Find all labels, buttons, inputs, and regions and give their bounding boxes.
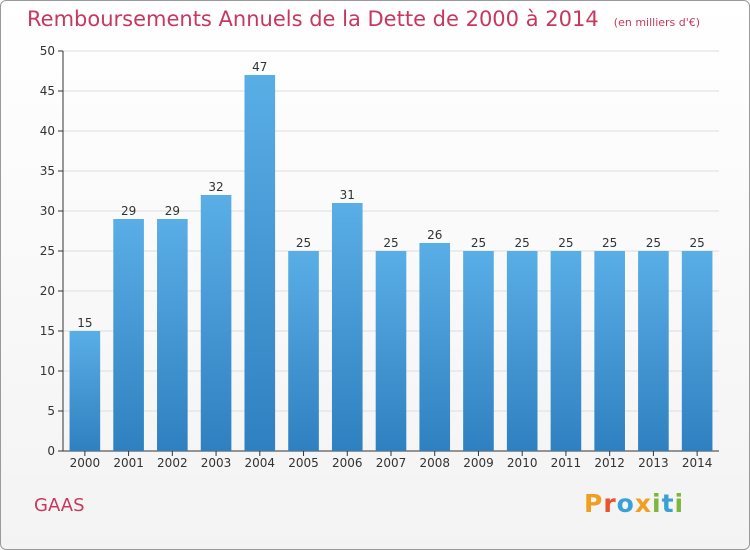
y-tick-label: 25: [40, 244, 55, 258]
logo-letter: t: [661, 489, 675, 518]
y-tick-label: 40: [40, 124, 55, 138]
chart-title: Remboursements Annuels de la Dette de 20…: [27, 7, 599, 31]
x-tick-label: 2002: [157, 456, 188, 470]
data-label: 31: [340, 188, 355, 202]
x-tick-label: 2007: [376, 456, 407, 470]
bar: [506, 251, 538, 451]
x-tick-label: 2006: [332, 456, 363, 470]
x-tick-label: 2008: [419, 456, 450, 470]
bar: [375, 251, 407, 451]
y-tick-label: 30: [40, 204, 55, 218]
x-tick-label: 2010: [507, 456, 538, 470]
data-label: 25: [471, 236, 486, 250]
y-tick-label: 10: [40, 364, 55, 378]
data-label: 32: [208, 180, 223, 194]
commune-name: GAAS: [34, 495, 85, 516]
bar: [638, 251, 669, 451]
x-tick-label: 2009: [463, 456, 494, 470]
data-label: 29: [165, 204, 180, 218]
x-tick-label: 2014: [682, 456, 713, 470]
data-label: 25: [602, 236, 617, 250]
data-label: 29: [121, 204, 136, 218]
y-tick-label: 5: [47, 404, 55, 418]
data-label: 25: [515, 236, 530, 250]
x-tick-label: 2005: [288, 456, 319, 470]
data-label: 15: [77, 316, 92, 330]
bar: [331, 203, 363, 451]
data-label: 25: [558, 236, 573, 250]
x-tick-label: 2013: [638, 456, 669, 470]
y-tick-label: 45: [40, 84, 55, 98]
logo-letter: x: [634, 489, 652, 518]
bar: [244, 75, 276, 451]
title-row: Remboursements Annuels de la Dette de 20…: [27, 7, 700, 31]
data-label: 26: [427, 228, 442, 242]
bar: [463, 251, 494, 451]
bar: [200, 195, 232, 451]
bar: [419, 243, 451, 451]
logo-letter: i: [674, 489, 685, 518]
logo-letter: o: [616, 489, 635, 518]
y-tick-label: 20: [40, 284, 55, 298]
x-tick-label: 2011: [551, 456, 582, 470]
x-tick-label: 2004: [245, 456, 276, 470]
data-label: 47: [252, 60, 267, 74]
logo-letter: P: [584, 489, 604, 518]
bar: [113, 219, 144, 451]
bar: [288, 251, 319, 451]
chart-subtitle: (en milliers d'€): [613, 16, 701, 29]
x-tick-label: 2001: [113, 456, 144, 470]
x-tick-label: 2012: [594, 456, 625, 470]
bar: [550, 251, 582, 451]
y-tick-label: 0: [47, 444, 55, 458]
x-tick-label: 2000: [70, 456, 101, 470]
x-tick-label: 2003: [201, 456, 232, 470]
bar: [681, 251, 713, 451]
y-tick-label: 35: [40, 164, 55, 178]
y-tick-label: 50: [40, 44, 55, 58]
bar: [594, 251, 625, 451]
proxiti-logo: Proxiti: [584, 489, 684, 518]
logo-letter: r: [603, 489, 617, 518]
data-label: 25: [689, 236, 704, 250]
data-label: 25: [296, 236, 311, 250]
bar: [157, 219, 188, 451]
bar: [69, 331, 101, 451]
data-label: 25: [646, 236, 661, 250]
data-label: 25: [383, 236, 398, 250]
logo-letter: i: [652, 489, 662, 518]
y-tick-label: 15: [40, 324, 55, 338]
